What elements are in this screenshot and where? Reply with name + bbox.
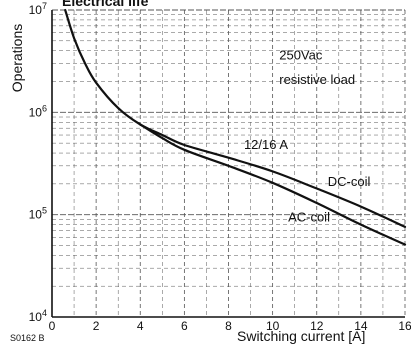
x-axis-label: Switching current [A] bbox=[237, 328, 365, 344]
chart-annotation: 250Vac bbox=[279, 47, 323, 62]
chart-title: Electrical life bbox=[62, 0, 149, 9]
chart-annotation: 12/16 A bbox=[244, 137, 288, 152]
chart-annotation: AC-coil bbox=[288, 209, 330, 224]
x-tick-label: 14 bbox=[354, 319, 368, 333]
x-axis-ticks: 0 2 4 6 8 10 12 14 16 bbox=[49, 319, 411, 333]
chart-annotation: resistive load bbox=[279, 72, 355, 87]
y-tick-label: 104 bbox=[29, 308, 47, 324]
y-tick-label: 107 bbox=[29, 1, 47, 17]
x-tick-label: 6 bbox=[181, 319, 188, 333]
x-tick-label: 10 bbox=[266, 319, 280, 333]
x-tick-label: 2 bbox=[93, 319, 100, 333]
grid bbox=[51, 9, 406, 318]
x-tick-label: 8 bbox=[225, 319, 232, 333]
chart-annotation: DC-coil bbox=[328, 174, 371, 189]
annotations: 250Vac resistive load 12/16 A DC-coil AC-coi… bbox=[244, 47, 371, 224]
y-axis-label: Operations bbox=[9, 24, 25, 92]
x-tick-label: 4 bbox=[137, 319, 144, 333]
y-tick-label: 105 bbox=[29, 206, 47, 222]
series-line-dc-coil bbox=[64, 8, 407, 228]
plot-frame bbox=[51, 10, 405, 318]
y-tick-label: 106 bbox=[29, 103, 47, 119]
x-tick-label: 0 bbox=[49, 319, 56, 333]
y-axis-ticks: 104 105 106 107 bbox=[29, 1, 47, 324]
series-line-ac-coil bbox=[139, 123, 407, 246]
x-tick-label: 12 bbox=[310, 319, 324, 333]
figure-code: S0162 B bbox=[10, 333, 45, 343]
series-lines bbox=[64, 8, 407, 246]
x-tick-label: 16 bbox=[398, 319, 411, 333]
